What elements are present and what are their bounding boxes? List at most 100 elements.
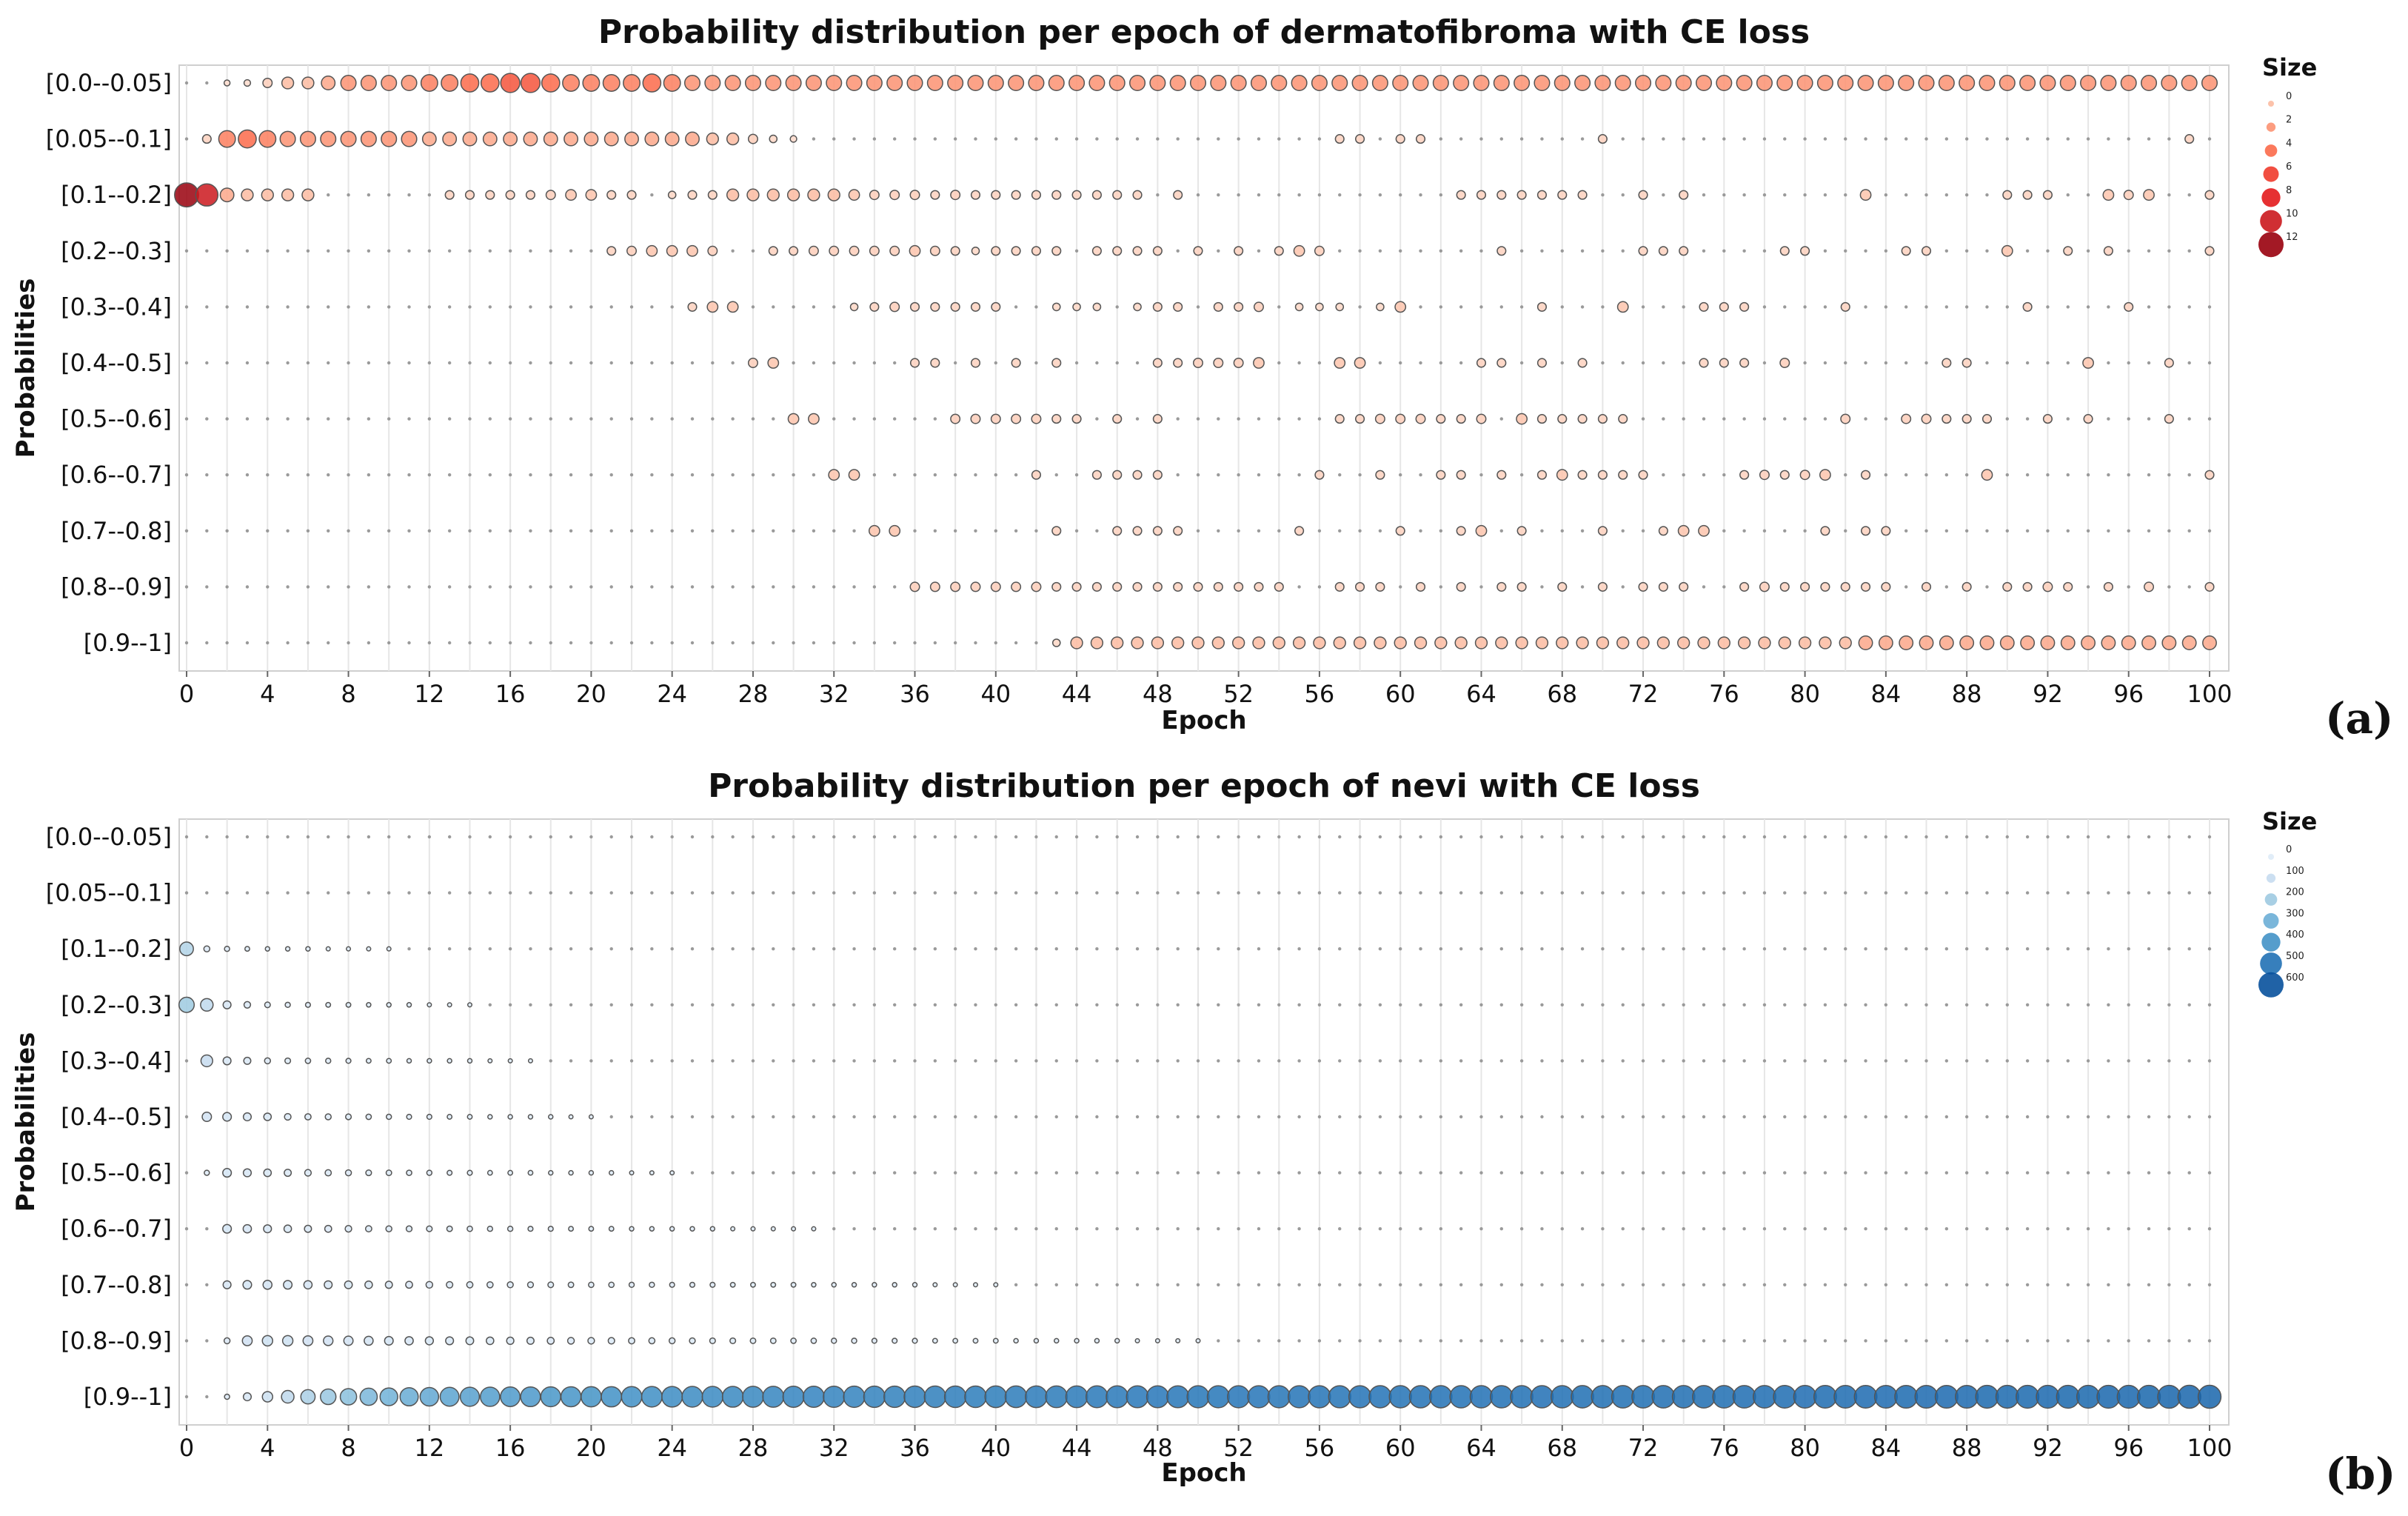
data-point: [1820, 581, 1830, 592]
data-point: [340, 74, 357, 92]
zero-point: [1702, 473, 1706, 477]
data-point: [487, 1058, 493, 1063]
zero-point: [852, 1003, 856, 1007]
zero-point: [1844, 1227, 1847, 1231]
data-point: [1557, 581, 1568, 592]
zero-point: [913, 891, 917, 895]
x-tick-label: 56: [1305, 680, 1335, 708]
zero-point: [1317, 137, 1322, 141]
zero-point: [1297, 361, 1301, 365]
zero-point: [1317, 417, 1322, 421]
x-tick-label: 88: [1952, 680, 1982, 708]
zero-point: [1297, 585, 1301, 589]
zero-point: [2066, 193, 2070, 197]
zero-point: [2086, 193, 2090, 197]
data-point: [364, 1225, 372, 1233]
zero-point: [2127, 137, 2130, 141]
zero-point: [832, 891, 836, 895]
zero-point: [1560, 249, 1564, 253]
data-point: [829, 245, 840, 256]
data-point: [284, 1057, 292, 1064]
data-point: [1456, 581, 1466, 592]
zero-point: [1176, 835, 1180, 839]
zero-point: [994, 529, 998, 532]
data-point: [1860, 470, 1871, 480]
plot-area: [178, 818, 2230, 1426]
data-point: [1173, 301, 1183, 312]
data-point: [2022, 301, 2033, 312]
zero-point: [529, 835, 532, 839]
zero-point: [670, 947, 674, 951]
zero-point: [367, 417, 371, 421]
zero-point: [1944, 1171, 1949, 1175]
zero-point: [1419, 473, 1422, 477]
data-point: [1514, 74, 1531, 92]
data-point: [1942, 358, 1952, 368]
x-tick-label: 20: [576, 680, 606, 708]
zero-point: [1419, 1115, 1422, 1119]
zero-point: [327, 835, 330, 839]
zero-point: [1014, 835, 1018, 839]
zero-point: [2025, 947, 2030, 951]
data-point: [849, 245, 860, 256]
zero-point: [1499, 835, 1504, 839]
data-point: [1516, 413, 1528, 425]
data-point: [990, 581, 1001, 592]
data-point: [661, 1386, 683, 1408]
zero-point: [1034, 1003, 1038, 1007]
zero-point: [1419, 249, 1422, 253]
zero-point: [2147, 1283, 2151, 1287]
zero-point: [1864, 1283, 1867, 1287]
zero-point: [751, 249, 755, 253]
data-point: [385, 1169, 392, 1177]
zero-point: [327, 641, 330, 645]
legend-swatch: [2266, 873, 2276, 883]
data-point: [385, 1113, 392, 1121]
zero-point: [2127, 1283, 2130, 1287]
zero-point: [812, 137, 816, 141]
data-point: [1051, 581, 1062, 592]
zero-point: [751, 1115, 755, 1119]
x-tick-label: 16: [495, 1434, 526, 1462]
zero-point: [751, 1003, 755, 1007]
data-point: [507, 1114, 513, 1120]
zero-point: [711, 891, 715, 895]
data-point: [1536, 301, 1548, 312]
zero-point: [1844, 529, 1847, 532]
zero-point: [447, 305, 452, 309]
zero-point: [1621, 1003, 1625, 1007]
zero-point: [2207, 1227, 2212, 1231]
data-point: [1860, 581, 1871, 592]
y-tick-label: [0.8--0.9]: [61, 572, 172, 601]
data-point: [263, 1168, 272, 1178]
zero-point: [1115, 1115, 1119, 1119]
data-point: [1737, 636, 1751, 650]
data-point: [1638, 581, 1648, 592]
zero-point: [367, 305, 371, 309]
data-point: [1655, 74, 1672, 92]
zero-point: [1722, 193, 1726, 197]
zero-point: [2127, 947, 2130, 951]
zero-point: [1519, 1171, 1524, 1175]
zero-point: [589, 835, 593, 839]
zero-point: [266, 473, 270, 477]
zero-point: [286, 529, 290, 532]
data-point: [1490, 1385, 1514, 1409]
zero-point: [711, 417, 715, 421]
zero-point: [1722, 529, 1726, 532]
x-tick-label: 68: [1547, 1434, 1577, 1462]
data-point: [2204, 246, 2215, 256]
zero-point: [1762, 305, 1767, 309]
data-point: [646, 244, 658, 257]
data-point: [608, 1169, 615, 1176]
data-point: [1152, 414, 1163, 424]
zero-point: [751, 1059, 755, 1063]
zero-point: [1864, 305, 1867, 309]
data-point: [2102, 189, 2115, 201]
zero-point: [1560, 1059, 1564, 1063]
zero-point: [2025, 417, 2030, 421]
zero-point: [852, 529, 856, 532]
zero-point: [245, 529, 250, 532]
zero-point: [508, 529, 512, 532]
zero-point: [1257, 1003, 1261, 1007]
